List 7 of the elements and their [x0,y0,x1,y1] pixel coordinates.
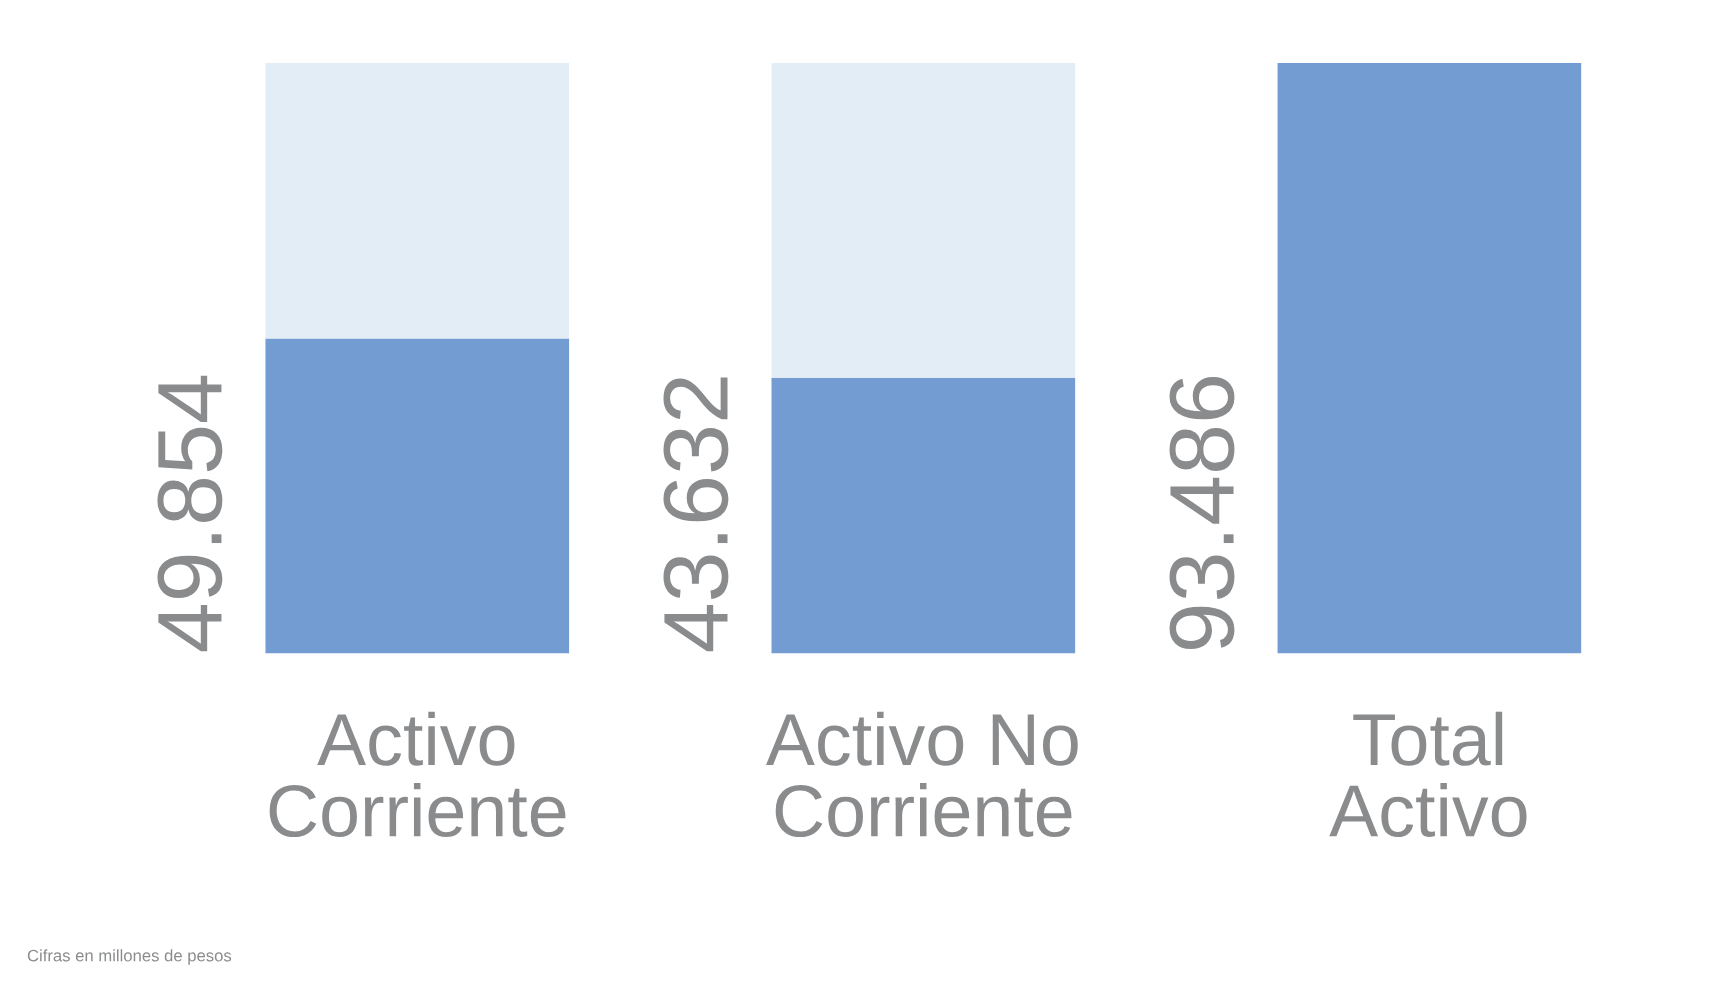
data-label: 43.632 [663,377,729,652]
x-tick-label: Total Activo [1329,711,1527,838]
data-label: 93.486 [1169,377,1235,650]
x-tick-label: Activo Corriente [269,711,566,838]
data-label: 49.854 [157,375,223,652]
text: Cifras en millones de pesos [27,949,232,965]
x-tick-label: Activo No Corriente [765,711,1078,838]
